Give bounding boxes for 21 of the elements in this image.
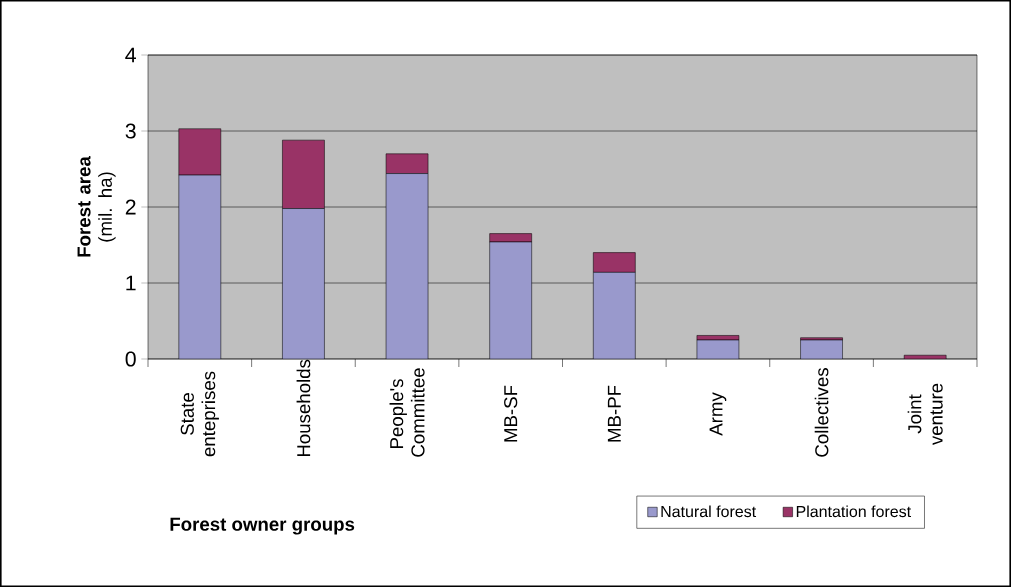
y-tick-label: 4 [125, 47, 136, 63]
bar [178, 128, 222, 176]
x-tick-label: MB-SF [504, 385, 518, 442]
legend-label: Plantation forest [796, 505, 912, 518]
y-axis-title: Forest area (mil. ha) [77, 156, 116, 257]
y-tick-label: 3 [125, 123, 136, 139]
bar [282, 139, 325, 209]
x-tick-label: Joint venture [907, 383, 943, 446]
x-tick-label: State enteprises [180, 371, 219, 457]
x-tick-label: MB-PF [607, 385, 621, 442]
bar [385, 153, 429, 174]
x-tick-label: Army [709, 392, 727, 436]
y-tick-label: 2 [125, 199, 136, 215]
y-tick-label: 1 [126, 275, 136, 291]
x-tick-label: People's Committee [389, 368, 425, 457]
x-axis-title: Forest owner groups [170, 517, 355, 535]
legend-label: Natural forest [661, 505, 757, 518]
x-tick-label: Households [296, 359, 311, 457]
bar [593, 252, 636, 273]
x-tick-label: Collectives [814, 368, 829, 457]
y-tick-label: 0 [125, 351, 136, 367]
